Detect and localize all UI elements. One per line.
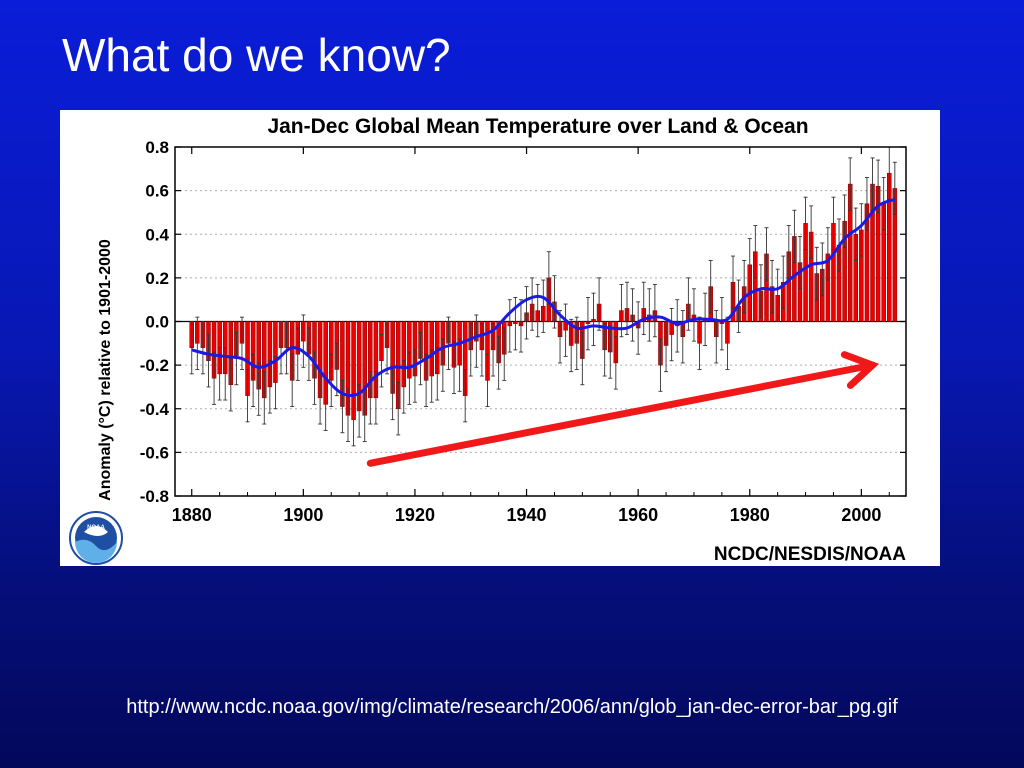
source-credit: NCDC/NESDIS/NOAA: [714, 544, 906, 565]
y-tick-label: 0.0: [145, 313, 169, 332]
trend-arrow-shaft: [366, 361, 877, 467]
y-tick-labels: 0.8 0.6 0.4 0.2 0.0 -0.2 -0.4 -0.6 -0.8: [140, 138, 170, 506]
smoothed-trend-line: [191, 197, 896, 398]
x-tick-label: 2000: [841, 505, 881, 525]
slide-title: What do we know?: [62, 29, 451, 81]
x-tick-labels: 1880 1900 1920 1940 1960 1980 2000: [172, 505, 882, 525]
y-axis-label: Anomaly (°C) relative to 1901-2000: [97, 239, 114, 501]
x-tick-label: 1940: [507, 505, 547, 525]
source-url: http://www.ncdc.noaa.gov/img/climate/res…: [126, 696, 898, 718]
x-tick-label: 1880: [172, 505, 212, 525]
y-tick-label: -0.8: [140, 487, 169, 506]
x-tick-label: 1900: [283, 505, 323, 525]
error-bars-layer: [189, 146, 897, 447]
noaa-logo-text: NOAA: [87, 525, 105, 531]
y-tick-label: 0.8: [145, 138, 169, 157]
temperature-anomaly-chart: Jan-Dec Global Mean Temperature over Lan…: [69, 115, 907, 565]
chart-title: Jan-Dec Global Mean Temperature over Lan…: [267, 115, 808, 138]
x-tick-label: 1980: [730, 505, 770, 525]
x-tick-label: 1960: [618, 505, 658, 525]
y-tick-label: 0.2: [145, 269, 169, 288]
temperature-chart-figure: Jan-Dec Global Mean Temperature over Lan…: [60, 110, 940, 566]
y-tick-label: -0.6: [140, 443, 169, 462]
noaa-logo: NOAA: [69, 511, 123, 565]
y-tick-label: -0.4: [140, 400, 170, 419]
y-tick-label: -0.2: [140, 356, 169, 375]
x-tick-label: 1920: [395, 505, 435, 525]
y-tick-label: 0.6: [145, 182, 169, 201]
y-tick-label: 0.4: [145, 225, 169, 244]
ticks-layer: [175, 146, 906, 497]
trend-arrow-head: [840, 351, 880, 389]
trend-arrow-annotation: [366, 351, 880, 467]
